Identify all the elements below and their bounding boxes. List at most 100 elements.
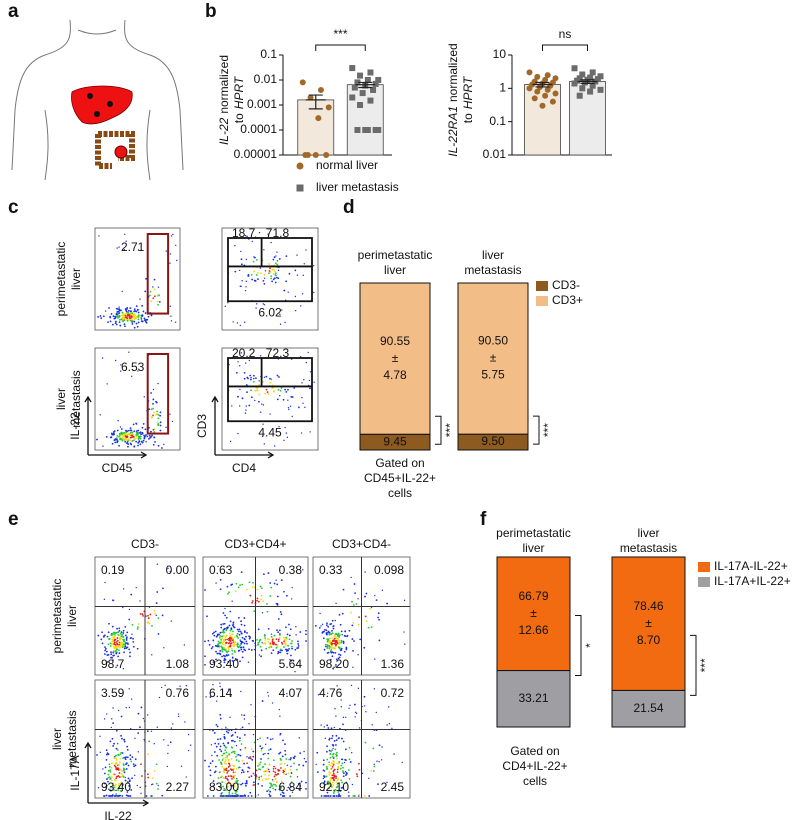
event-dot — [229, 782, 231, 785]
event-dot — [232, 321, 234, 323]
event-dot — [257, 765, 259, 767]
column-header: CD3+CD4+ — [224, 537, 286, 551]
event-dot — [305, 249, 307, 251]
event-dot — [101, 642, 104, 645]
event-dot — [221, 781, 224, 783]
event-dot — [295, 634, 297, 636]
event-dot — [137, 623, 140, 625]
legend-swatch — [536, 296, 548, 306]
event-dot — [172, 233, 174, 236]
event-dot — [377, 612, 380, 615]
event-dot — [326, 758, 329, 761]
quadrant-value: 0.76 — [166, 686, 190, 700]
event-dot — [131, 320, 134, 322]
event-dot — [137, 316, 140, 318]
event-dot — [328, 761, 331, 764]
event-dot — [227, 758, 230, 761]
event-dot — [128, 706, 131, 709]
event-dot — [241, 714, 243, 716]
event-dot — [350, 611, 353, 614]
plus-minus: ± — [490, 351, 497, 365]
event-dot — [301, 396, 303, 399]
event-dot — [280, 387, 283, 389]
event-dot — [219, 631, 222, 634]
event-dot — [120, 364, 122, 366]
event-dot — [355, 773, 358, 775]
event-dot — [151, 777, 154, 780]
data-point — [349, 65, 356, 72]
event-dot — [139, 437, 142, 440]
event-dot — [113, 764, 116, 767]
event-dot — [285, 758, 288, 760]
event-dot — [313, 291, 315, 294]
event-dot — [279, 611, 282, 613]
event-dot — [299, 631, 302, 633]
event-dot — [330, 642, 333, 644]
event-dot — [217, 743, 220, 745]
event-dot — [112, 707, 114, 709]
event-dot — [328, 749, 331, 752]
event-dot — [255, 303, 258, 305]
column-header: perimetastatic — [358, 248, 433, 262]
event-dot — [124, 643, 126, 646]
event-dot — [330, 785, 333, 788]
event-dot — [139, 613, 142, 615]
event-dot — [285, 636, 288, 639]
event-dot — [285, 432, 288, 434]
event-dot — [354, 716, 356, 718]
event-dot — [223, 733, 225, 736]
event-dot — [169, 413, 171, 415]
event-dot — [291, 415, 293, 418]
event-dot — [115, 762, 118, 765]
event-dot — [293, 757, 295, 760]
event-dot — [334, 651, 337, 654]
y-axis-label: toHPRT — [461, 75, 475, 123]
event-dot — [336, 785, 339, 788]
event-dot — [241, 583, 244, 586]
event-dot — [116, 642, 119, 645]
event-dot — [345, 647, 348, 650]
event-dot — [273, 634, 276, 637]
event-dot — [332, 757, 335, 759]
event-dot — [285, 639, 288, 641]
event-dot — [114, 317, 117, 319]
event-dot — [361, 772, 364, 775]
event-dot — [109, 769, 112, 772]
event-dot — [269, 377, 271, 380]
event-dot — [335, 734, 338, 737]
event-dot — [340, 647, 343, 650]
event-dot — [325, 624, 328, 627]
event-dot — [176, 259, 178, 262]
event-dot — [243, 371, 246, 374]
event-dot — [120, 635, 123, 638]
legend-label: normal liver — [316, 158, 378, 172]
event-dot — [283, 289, 286, 292]
event-dot — [236, 753, 239, 756]
event-dot — [111, 737, 114, 740]
event-dot — [268, 793, 271, 796]
event-dot — [105, 749, 108, 752]
event-dot — [115, 757, 117, 760]
event-dot — [225, 634, 228, 637]
event-dot — [261, 779, 264, 782]
event-dot — [352, 621, 355, 624]
event-dot — [219, 795, 222, 797]
event-dot — [243, 718, 246, 720]
event-dot — [287, 772, 290, 775]
event-dot — [338, 636, 340, 638]
data-point — [372, 80, 379, 87]
event-dot — [269, 795, 271, 797]
event-dot — [251, 585, 254, 588]
event-dot — [137, 444, 139, 447]
event-dot — [281, 643, 284, 645]
event-dot — [329, 623, 332, 626]
event-dot — [263, 274, 266, 276]
event-dot — [169, 741, 172, 744]
event-dot — [294, 309, 297, 312]
event-dot — [139, 298, 141, 300]
event-dot — [229, 440, 232, 443]
event-dot — [248, 767, 251, 770]
event-dot — [321, 631, 324, 634]
event-dot — [373, 763, 375, 766]
event-dot — [137, 321, 140, 324]
